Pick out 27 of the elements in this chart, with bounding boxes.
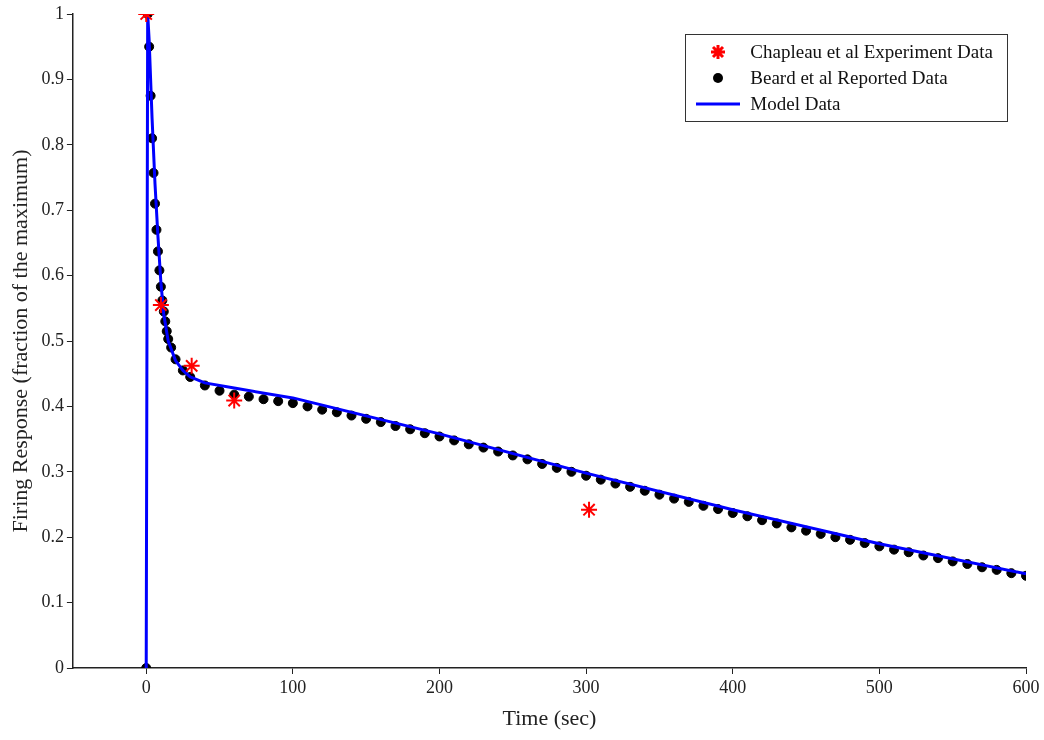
point	[225, 391, 244, 410]
y-tick-label: 0.9	[41, 68, 64, 89]
x-tick-label: 300	[572, 676, 600, 697]
legend-label: Chapleau et al Experiment Data	[750, 40, 993, 64]
y-tick-label: 0.3	[41, 460, 64, 481]
x-tick-label: 400	[719, 676, 747, 697]
y-axis-title: Firing Response (fraction of the maximum)	[6, 149, 32, 533]
y-tick-label: 1	[54, 2, 64, 23]
x-tick-label: 600	[1012, 676, 1040, 697]
y-tick-label: 0.1	[41, 591, 64, 612]
point	[580, 500, 599, 519]
y-tick-label: 0.4	[41, 395, 64, 416]
y-tick-label: 0.5	[41, 329, 64, 350]
y-tick-label: 0.2	[41, 525, 64, 546]
x-tick-label: 100	[279, 676, 307, 697]
y-tick-label: 0.7	[41, 198, 64, 219]
x-tick-label: 0	[141, 676, 151, 697]
x-tick-label: 200	[425, 676, 453, 697]
x-axis-title: Time (sec)	[502, 704, 597, 730]
y-tick-label: 0	[54, 656, 64, 677]
point	[182, 356, 201, 375]
x-tick-label: 500	[865, 676, 893, 697]
point	[151, 296, 170, 315]
y-tick-label: 0.8	[41, 133, 64, 154]
legend-label: Beard et al Reported Data	[750, 66, 948, 90]
legend-label: Model Data	[750, 92, 841, 116]
y-tick-label: 0.6	[41, 264, 64, 285]
